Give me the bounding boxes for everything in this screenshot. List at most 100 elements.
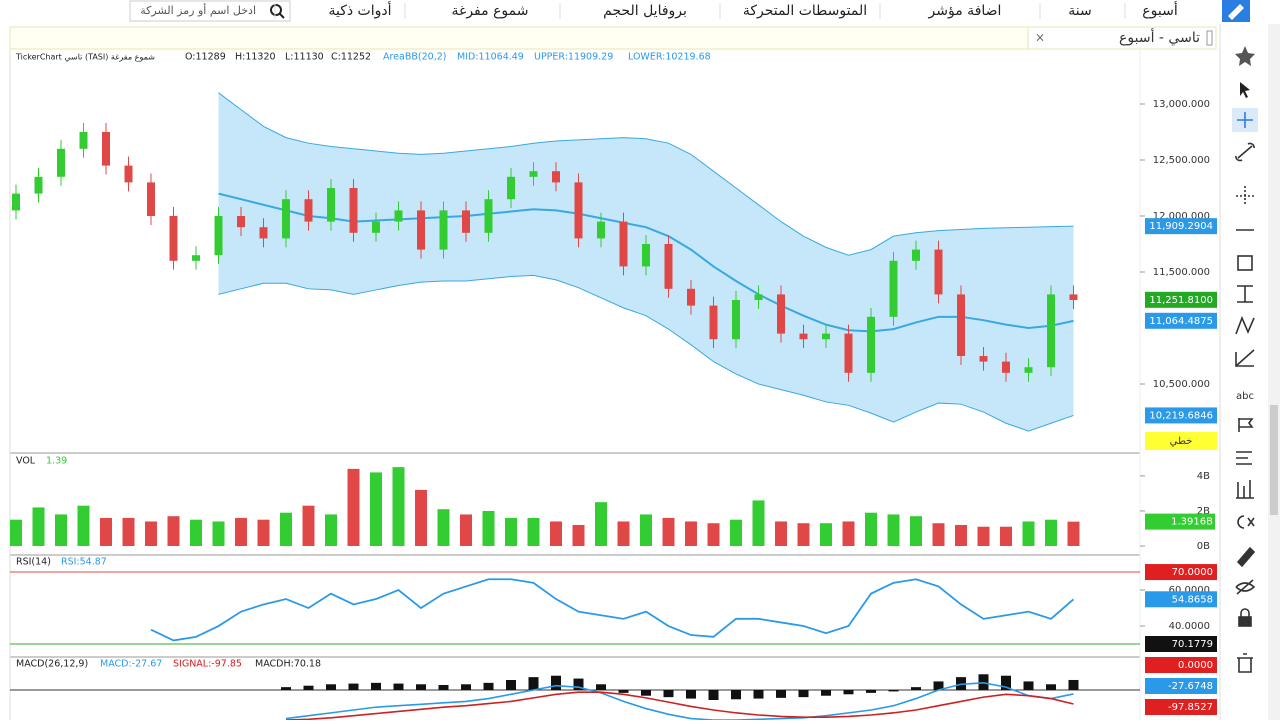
scale-mode-button[interactable] [1145, 432, 1217, 450]
candle-body [1024, 367, 1033, 373]
macd-hist-bar [888, 690, 899, 692]
toolbar-item[interactable]: المتوسطات المتحركة [743, 3, 867, 19]
volume-bar [55, 514, 67, 546]
star-icon[interactable] [1235, 46, 1255, 66]
toolbar-item[interactable]: شموع مفرغة [452, 3, 529, 19]
macd-hist-bar [483, 682, 494, 690]
volume-bar [977, 526, 990, 546]
candle-body [169, 216, 178, 261]
macd-hist-bar [686, 690, 696, 699]
link-icon[interactable] [1235, 142, 1255, 162]
scroll-thumb[interactable] [1270, 405, 1278, 515]
macd-hist-bar [731, 690, 741, 700]
macd-hist-bar [326, 684, 336, 690]
signal-line [285, 691, 1074, 721]
candle-body [372, 221, 380, 233]
macd-hist-bar [303, 685, 314, 690]
price-tag [1145, 291, 1217, 308]
lock-icon[interactable] [1238, 616, 1252, 627]
clear-icon[interactable] [1237, 515, 1255, 529]
price-tag-label: 70.0000 [1172, 567, 1213, 578]
candle-body [34, 176, 43, 194]
text-tool[interactable]: abc [1236, 391, 1254, 402]
y-tick-label: 10,500.000 [1153, 379, 1210, 390]
macd-hist-bar [371, 682, 381, 690]
legend-item: LOWER:10219.68 [628, 52, 711, 63]
panel-title: VOL [16, 456, 36, 467]
legend-item: L:11130 [285, 52, 324, 63]
candle-body [79, 131, 88, 149]
legend-item: H:11320 [235, 52, 276, 63]
trash-icon[interactable] [1237, 653, 1253, 673]
macd-hist-bar [1023, 681, 1034, 690]
rect-icon[interactable] [1237, 255, 1253, 271]
cursor-icon[interactable] [1240, 82, 1250, 98]
fib-icon[interactable] [1237, 285, 1253, 303]
legend-item: O:11289 [185, 52, 226, 63]
candle-body [597, 221, 605, 239]
toolbar-item[interactable]: بروفايل الحجم [603, 3, 687, 19]
macd-hist-bar [1046, 684, 1056, 690]
price-tag-label: 11,909.2904 [1149, 221, 1213, 232]
volume-bar [527, 517, 540, 546]
candle-body [1047, 294, 1055, 368]
volume-bar [550, 521, 562, 546]
y-tick-label: 13,000.000 [1153, 99, 1210, 110]
candle-body [574, 182, 583, 239]
scrollbar[interactable] [1268, 24, 1280, 720]
pattern-icon[interactable] [1235, 315, 1255, 335]
value-tag [1145, 699, 1217, 715]
y-tick-label: 11,500.000 [1153, 267, 1210, 278]
toolbar-item[interactable]: اضافة مؤشر [928, 3, 1002, 19]
brush-icon[interactable] [1236, 546, 1256, 568]
candle-body [214, 216, 223, 256]
candle-body [12, 193, 20, 211]
toolbar-item[interactable]: سنة [1068, 3, 1091, 19]
volume-bar [505, 517, 517, 546]
volume-bar [572, 524, 585, 546]
volume-bar [1022, 521, 1035, 546]
volume-bar [910, 516, 922, 546]
candle-body [462, 210, 470, 233]
band-mid [218, 192, 1074, 333]
volume-bar [437, 509, 450, 546]
crosshair-icon[interactable] [1237, 112, 1253, 128]
search-box[interactable] [129, 0, 291, 22]
hide-icon[interactable] [1235, 579, 1256, 595]
panel-legend: SIGNAL:-97.85 [173, 659, 242, 670]
volume-bar [1067, 521, 1080, 546]
volume-bar [775, 521, 787, 546]
candle-body [417, 210, 425, 250]
rsi-line [150, 578, 1075, 642]
macd-hist-bar [573, 678, 584, 690]
candles-icon[interactable] [1236, 480, 1254, 499]
close-icon[interactable]: × [1035, 31, 1045, 45]
cross-line-icon[interactable] [1236, 186, 1254, 206]
macd-line [285, 682, 1074, 721]
toolbar-item[interactable]: أدوات ذكية [328, 1, 391, 19]
volume-bar [685, 521, 697, 546]
candle-body [777, 294, 785, 334]
price-tag-label: 1.3916B [1171, 517, 1213, 528]
toolbar-item[interactable]: أسبوع [1142, 1, 1178, 19]
candle-body [979, 356, 988, 362]
band-lower [218, 274, 1074, 432]
volume-bar [167, 516, 180, 546]
candle-body [394, 210, 403, 222]
flag-icon[interactable] [1238, 418, 1254, 432]
volume-bar [77, 505, 90, 546]
scale-mode[interactable]: خطي [1170, 436, 1193, 447]
candle-body [282, 199, 290, 239]
trend-icon[interactable] [1235, 349, 1255, 367]
price-tag [1145, 591, 1217, 608]
list-icon[interactable] [1236, 451, 1252, 465]
volume-bar [640, 514, 652, 546]
lock-icon[interactable] [1240, 608, 1250, 617]
macd-hist-bar [1068, 679, 1079, 690]
value-tag-label: 70.1779 [1172, 639, 1213, 650]
search-placeholder[interactable]: ادخل اسم أو رمز الشركة [140, 3, 256, 17]
macd-hist-bar [843, 690, 854, 695]
macd-hist-bar [911, 687, 921, 690]
volume-bar [730, 519, 742, 546]
y-tick-label: 2B [1197, 506, 1210, 517]
